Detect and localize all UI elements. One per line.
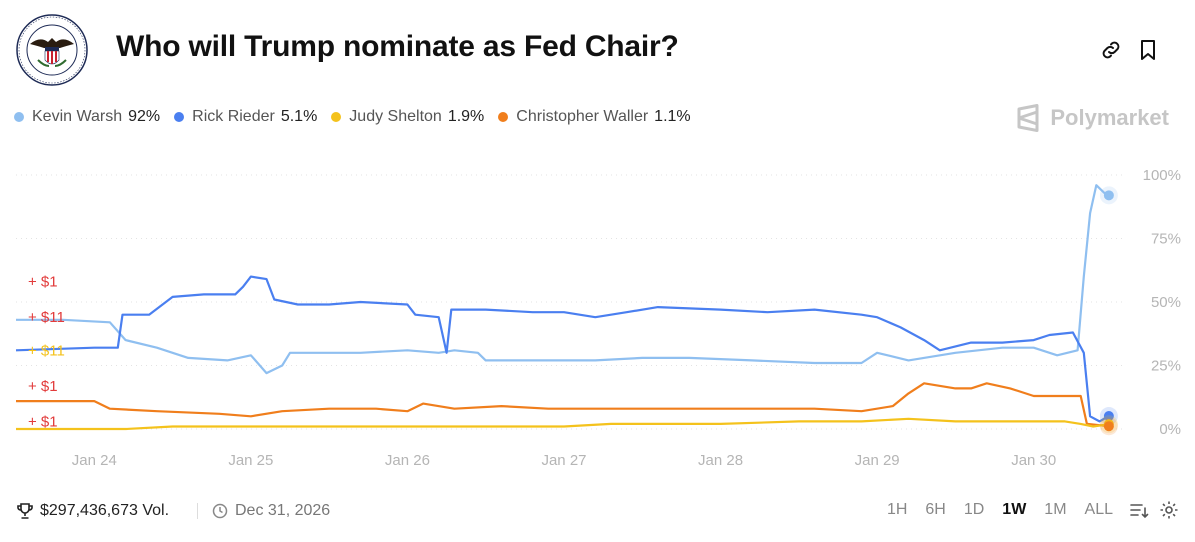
x-tick-label: Jan 29 (855, 452, 900, 469)
legend-name: Rick Rieder (192, 108, 275, 125)
page-title: Who will Trump nominate as Fed Chair? (116, 30, 679, 63)
range-1d[interactable]: 1D (963, 501, 985, 518)
polymarket-logo-icon (1017, 104, 1039, 132)
end-date: Dec 31, 2026 (212, 502, 330, 520)
series-line-judy-shelton (16, 417, 1110, 431)
series-end-dot (1103, 411, 1114, 422)
legend-percent: 92% (128, 108, 161, 125)
volume-value: $297,436,673 Vol. (40, 502, 170, 519)
federal-reserve-seal-icon (16, 14, 88, 86)
trade-flash-label: + $11 (28, 342, 65, 359)
page-header: Who will Trump nominate as Fed Chair? (0, 0, 1195, 100)
series-line-christopher-waller (16, 382, 1110, 428)
series-line-kevin-warsh (16, 184, 1110, 375)
trade-flash-label: + $11 (28, 309, 65, 326)
legend-name: Kevin Warsh (32, 108, 123, 125)
legend-percent: 1.9% (447, 108, 485, 125)
legend-item-judy-shelton[interactable]: Judy Shelton 1.9% (331, 108, 484, 126)
legend-item-rick-rieder[interactable]: Rick Rieder 5.1% (174, 108, 317, 126)
series-line-rick-rieder (15, 275, 1110, 423)
legend-percent: 1.1% (654, 108, 691, 125)
legend-dot (331, 112, 342, 122)
price-chart: 100% 75% 50% 25% 0% Jan 24 Jan 25 Jan 26 Jan 27 J… (15, 167, 1181, 469)
legend-dot (498, 112, 509, 122)
footer-divider (197, 503, 198, 519)
legend-percent: 5.1% (280, 108, 318, 125)
trade-flash-label: + $1 (28, 413, 58, 430)
settings-icon[interactable] (1159, 500, 1179, 520)
legend-name: Judy Shelton (349, 108, 442, 125)
y-tick-label: 50% (1151, 294, 1181, 311)
trade-flash-label: + $1 (28, 378, 58, 395)
polymarket-watermark: Polymarket (1016, 104, 1169, 132)
x-tick-label: Jan 30 (1011, 452, 1056, 469)
volume-stat: $297,436,673 Vol. (16, 502, 169, 520)
clock-icon (212, 503, 228, 519)
series-end-dot (1103, 190, 1114, 201)
legend-dot (174, 112, 185, 122)
x-tick-label: Jan 26 (385, 452, 430, 469)
bookmark-icon[interactable] (1136, 38, 1160, 62)
x-tick-label: Jan 28 (698, 452, 743, 469)
series-end-dot (1103, 421, 1114, 432)
legend-item-christopher-waller[interactable]: Christopher Waller 1.1% (498, 108, 691, 126)
range-all[interactable]: ALL (1084, 501, 1113, 518)
x-tick-label: Jan 27 (541, 452, 586, 469)
trophy-icon (17, 503, 33, 519)
end-date-value: Dec 31, 2026 (235, 502, 331, 519)
chart-footer: $297,436,673 Vol. Dec 31, 2026 1H 6H 1D … (0, 496, 1195, 526)
time-range-selector: 1H 6H 1D 1W 1M ALL (869, 500, 1179, 520)
y-tick-label: 75% (1151, 231, 1181, 248)
legend-name: Christopher Waller (516, 108, 649, 125)
y-tick-label: 25% (1151, 358, 1181, 375)
legend-item-kevin-warsh[interactable]: Kevin Warsh 92% (14, 108, 160, 126)
sort-icon[interactable] (1129, 500, 1149, 520)
x-tick-label: Jan 25 (228, 452, 273, 469)
y-tick-label: 100% (1143, 167, 1181, 184)
x-tick-label: Jan 24 (72, 452, 117, 469)
legend-dot (14, 112, 24, 122)
range-6h[interactable]: 6H (925, 501, 946, 518)
link-icon[interactable] (1099, 38, 1123, 62)
chart-legend: Kevin Warsh 92% Rick Rieder 5.1% Judy Sh… (14, 108, 705, 126)
range-1w[interactable]: 1W (1002, 501, 1027, 518)
range-1m[interactable]: 1M (1044, 501, 1067, 518)
range-1h[interactable]: 1H (886, 501, 908, 518)
trade-flash-label: + $1 (28, 274, 58, 291)
y-tick-label: 0% (1159, 421, 1181, 438)
polymarket-brand-name: Polymarket (1050, 105, 1169, 130)
